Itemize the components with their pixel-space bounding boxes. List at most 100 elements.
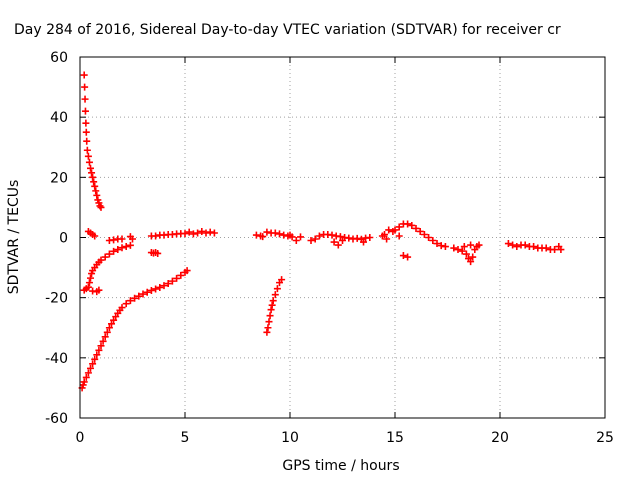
y-axis-title: SDTVAR / TECUs bbox=[6, 180, 22, 295]
data-point bbox=[395, 223, 403, 231]
data-point bbox=[95, 346, 103, 354]
data-point bbox=[90, 178, 98, 186]
data-point bbox=[177, 271, 185, 279]
data-point bbox=[83, 137, 91, 145]
x-axis-title: GPS time / hours bbox=[282, 458, 399, 474]
data-point bbox=[315, 232, 323, 240]
data-point bbox=[164, 280, 172, 288]
data-point bbox=[521, 241, 529, 249]
data-point bbox=[263, 228, 271, 236]
data-point bbox=[105, 324, 113, 332]
data-point bbox=[395, 232, 403, 240]
data-point bbox=[82, 128, 90, 136]
data-point bbox=[87, 274, 94, 282]
data-point bbox=[82, 373, 90, 381]
data-point bbox=[460, 243, 468, 251]
data-point bbox=[266, 312, 274, 320]
data-point bbox=[433, 240, 441, 248]
data-point bbox=[280, 231, 288, 239]
data-point bbox=[88, 169, 96, 177]
data-point bbox=[101, 333, 109, 341]
data-point bbox=[513, 243, 521, 251]
data-point bbox=[147, 286, 155, 294]
data-point bbox=[87, 164, 94, 172]
data-point bbox=[105, 250, 113, 258]
data-point bbox=[530, 243, 538, 251]
data-point bbox=[210, 229, 218, 237]
data-point bbox=[429, 237, 437, 245]
data-point bbox=[118, 304, 126, 312]
data-point bbox=[84, 152, 92, 160]
data-point bbox=[91, 232, 99, 240]
data-point bbox=[252, 231, 260, 239]
data-point bbox=[469, 253, 477, 261]
data-point bbox=[85, 158, 93, 166]
y-tick-label: -40 bbox=[45, 351, 68, 367]
data-point bbox=[81, 95, 89, 103]
data-point bbox=[467, 241, 475, 249]
data-point bbox=[542, 244, 550, 252]
data-point bbox=[122, 243, 130, 251]
data-point bbox=[276, 230, 283, 238]
data-point bbox=[108, 320, 115, 328]
data-points bbox=[78, 71, 565, 392]
data-point bbox=[263, 328, 271, 336]
data-point bbox=[360, 238, 367, 246]
data-point bbox=[269, 297, 277, 305]
data-point bbox=[265, 318, 273, 326]
grid bbox=[80, 57, 605, 418]
data-point bbox=[156, 283, 164, 291]
data-point bbox=[408, 221, 416, 229]
data-point bbox=[81, 83, 89, 91]
data-point bbox=[92, 187, 100, 195]
x-tick-label: 10 bbox=[281, 430, 299, 446]
data-point bbox=[95, 286, 103, 294]
chart-title: Day 284 of 2016, Sidereal Day-to-day VTE… bbox=[14, 22, 561, 38]
data-point bbox=[110, 316, 118, 324]
data-point bbox=[504, 240, 512, 248]
data-point bbox=[334, 241, 342, 249]
data-point bbox=[152, 285, 160, 293]
data-point bbox=[185, 228, 193, 236]
data-point bbox=[122, 300, 130, 308]
data-point bbox=[264, 324, 272, 332]
data-point bbox=[81, 107, 89, 115]
data-point bbox=[416, 227, 424, 235]
data-point bbox=[101, 253, 109, 261]
data-point bbox=[168, 277, 176, 285]
plot-frame bbox=[79, 56, 606, 419]
data-point bbox=[467, 258, 475, 266]
data-point bbox=[425, 234, 433, 241]
data-point bbox=[82, 119, 90, 127]
data-point bbox=[345, 234, 353, 242]
data-point bbox=[381, 230, 388, 238]
data-point bbox=[259, 233, 267, 241]
data-point bbox=[110, 247, 118, 255]
data-point bbox=[267, 306, 275, 314]
data-point bbox=[118, 235, 126, 243]
data-point bbox=[84, 369, 92, 377]
data-point bbox=[97, 256, 105, 264]
data-point bbox=[139, 290, 147, 298]
data-point bbox=[202, 229, 210, 237]
data-point bbox=[385, 226, 393, 234]
data-point bbox=[183, 267, 191, 275]
data-point bbox=[194, 229, 202, 237]
y-tick-label: 20 bbox=[50, 170, 68, 186]
data-point bbox=[271, 291, 279, 299]
data-point bbox=[80, 71, 88, 79]
data-point bbox=[83, 146, 91, 154]
y-tick-label: -20 bbox=[45, 291, 68, 307]
data-point bbox=[458, 247, 466, 255]
data-point bbox=[173, 274, 181, 282]
data-point bbox=[97, 203, 105, 211]
data-point bbox=[97, 342, 105, 350]
data-point bbox=[271, 229, 279, 237]
data-point bbox=[462, 250, 470, 258]
data-point bbox=[93, 351, 101, 359]
data-point bbox=[91, 182, 99, 190]
data-point bbox=[454, 246, 462, 254]
data-point bbox=[307, 237, 315, 245]
data-point bbox=[80, 378, 88, 386]
data-point bbox=[273, 285, 281, 293]
